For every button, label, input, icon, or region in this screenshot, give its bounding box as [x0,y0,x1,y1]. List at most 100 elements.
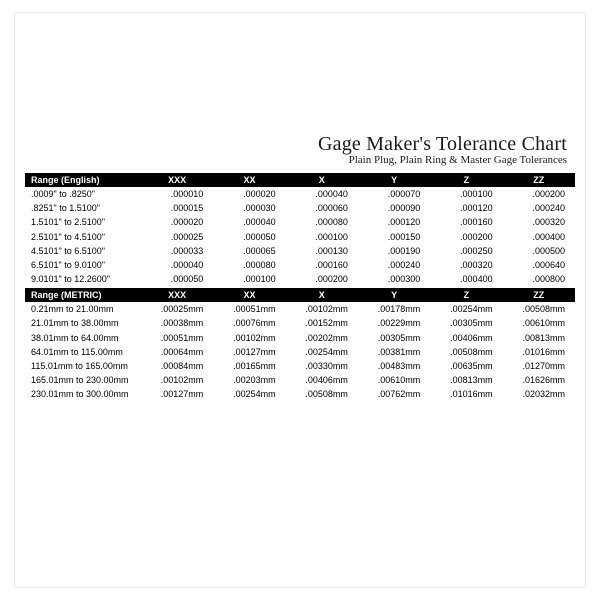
cell-val: .000200 [430,230,502,244]
col-header: Y [358,288,430,302]
cell-val: .00254mm [286,345,358,359]
cell-val: .00330mm [286,359,358,373]
cell-range: 230.01mm to 300.00mm [25,387,141,401]
cell-val: .000160 [286,258,358,272]
table-row: 9.0101" to 12.2600".000050.000100.000200… [25,272,575,286]
cell-val: .000190 [358,244,430,258]
cell-val: .00508mm [430,345,502,359]
cell-range: 21.01mm to 38.00mm [25,316,141,330]
cell-val: .00127mm [141,387,213,401]
page-title: Gage Maker's Tolerance Chart [318,133,567,156]
cell-val: .000150 [358,230,430,244]
cell-val: .000040 [213,215,285,229]
cell-val: .000240 [503,201,575,215]
cell-val: .00102mm [213,331,285,345]
cell-val: .00406mm [430,331,502,345]
col-header: XXX [141,288,213,302]
cell-val: .000060 [286,201,358,215]
table-row: 64.01mm to 115.00mm.00064mm.00127mm.0025… [25,345,575,359]
col-header: XX [213,173,285,187]
table-english: Range (English) XXX XX X Y Z ZZ .0009" t… [25,173,575,286]
cell-val: .00102mm [286,302,358,316]
cell-val: .000100 [213,272,285,286]
cell-val: .000130 [286,244,358,258]
cell-val: .000050 [141,272,213,286]
cell-val: .00381mm [358,345,430,359]
col-header-range: Range (METRIC) [25,288,141,302]
content-frame: Gage Maker's Tolerance Chart Plain Plug,… [14,12,586,588]
table-row: 2.5101" to 4.5100".000025.000050.000100.… [25,230,575,244]
table-english-head: Range (English) XXX XX X Y Z ZZ [25,173,575,187]
cell-val: .000010 [141,187,213,201]
cell-val: .000020 [213,187,285,201]
cell-val: .00038mm [141,316,213,330]
cell-val: .00610mm [503,316,575,330]
table-row: 230.01mm to 300.00mm.00127mm.00254mm.005… [25,387,575,401]
col-header: X [286,173,358,187]
col-header: X [286,288,358,302]
cell-val: .00813mm [430,373,502,387]
cell-range: 1.5101" to 2.5100" [25,215,141,229]
table-row: 115.01mm to 165.00mm.00084mm.00165mm.003… [25,359,575,373]
cell-val: .000033 [141,244,213,258]
cell-val: .00762mm [358,387,430,401]
col-header: Z [430,173,502,187]
cell-val: .00165mm [213,359,285,373]
cell-val: .000080 [286,215,358,229]
cell-range: 38.01mm to 64.00mm [25,331,141,345]
col-header: XX [213,288,285,302]
cell-val: .000040 [286,187,358,201]
title-block: Gage Maker's Tolerance Chart Plain Plug,… [318,133,567,166]
cell-val: .000020 [141,215,213,229]
cell-val: .000250 [430,244,502,258]
table-row: 6.5101" to 9.0100".000040.000080.000160.… [25,258,575,272]
cell-val: .00064mm [141,345,213,359]
cell-val: .000025 [141,230,213,244]
table-english-body: .0009" to .8250".000010.000020.000040.00… [25,187,575,286]
cell-range: 9.0101" to 12.2600" [25,272,141,286]
cell-val: .000120 [430,201,502,215]
cell-range: 165.01mm to 230.00mm [25,373,141,387]
cell-val: .000100 [430,187,502,201]
cell-range: 0.21mm to 21.00mm [25,302,141,316]
cell-val: .00610mm [358,373,430,387]
table-metric-head: Range (METRIC) XXX XX X Y Z ZZ [25,288,575,302]
cell-val: .000090 [358,201,430,215]
table-row: 0.21mm to 21.00mm.00025mm.00051mm.00102m… [25,302,575,316]
table-row: 4.5101" to 6.5100".000033.000065.000130.… [25,244,575,258]
cell-val: .00051mm [213,302,285,316]
cell-range: 115.01mm to 165.00mm [25,359,141,373]
cell-val: .00178mm [358,302,430,316]
table-metric-body: 0.21mm to 21.00mm.00025mm.00051mm.00102m… [25,302,575,401]
cell-val: .00084mm [141,359,213,373]
col-header-range: Range (English) [25,173,141,187]
cell-val: .00635mm [430,359,502,373]
cell-val: .000120 [358,215,430,229]
table-row: 165.01mm to 230.00mm.00102mm.00203mm.004… [25,373,575,387]
cell-val: .00152mm [286,316,358,330]
cell-range: .8251" to 1.5100" [25,201,141,215]
col-header: ZZ [503,173,575,187]
cell-range: 4.5101" to 6.5100" [25,244,141,258]
cell-val: .01016mm [503,345,575,359]
cell-val: .01626mm [503,373,575,387]
cell-val: .00508mm [286,387,358,401]
tables-wrap: Range (English) XXX XX X Y Z ZZ .0009" t… [25,173,575,401]
table-row: .0009" to .8250".000010.000020.000040.00… [25,187,575,201]
cell-val: .000040 [141,258,213,272]
cell-val: .000400 [503,230,575,244]
cell-val: .00076mm [213,316,285,330]
cell-val: .00203mm [213,373,285,387]
table-metric: Range (METRIC) XXX XX X Y Z ZZ 0.21mm to… [25,288,575,401]
cell-val: .000800 [503,272,575,286]
cell-val: .01016mm [430,387,502,401]
cell-val: .000320 [430,258,502,272]
cell-val: .000065 [213,244,285,258]
cell-val: .000500 [503,244,575,258]
table-header-row: Range (METRIC) XXX XX X Y Z ZZ [25,288,575,302]
table-row: 21.01mm to 38.00mm.00038mm.00076mm.00152… [25,316,575,330]
table-row: 1.5101" to 2.5100".000020.000040.000080.… [25,215,575,229]
cell-range: 6.5101" to 9.0100" [25,258,141,272]
cell-val: .00025mm [141,302,213,316]
cell-range: 2.5101" to 4.5100" [25,230,141,244]
